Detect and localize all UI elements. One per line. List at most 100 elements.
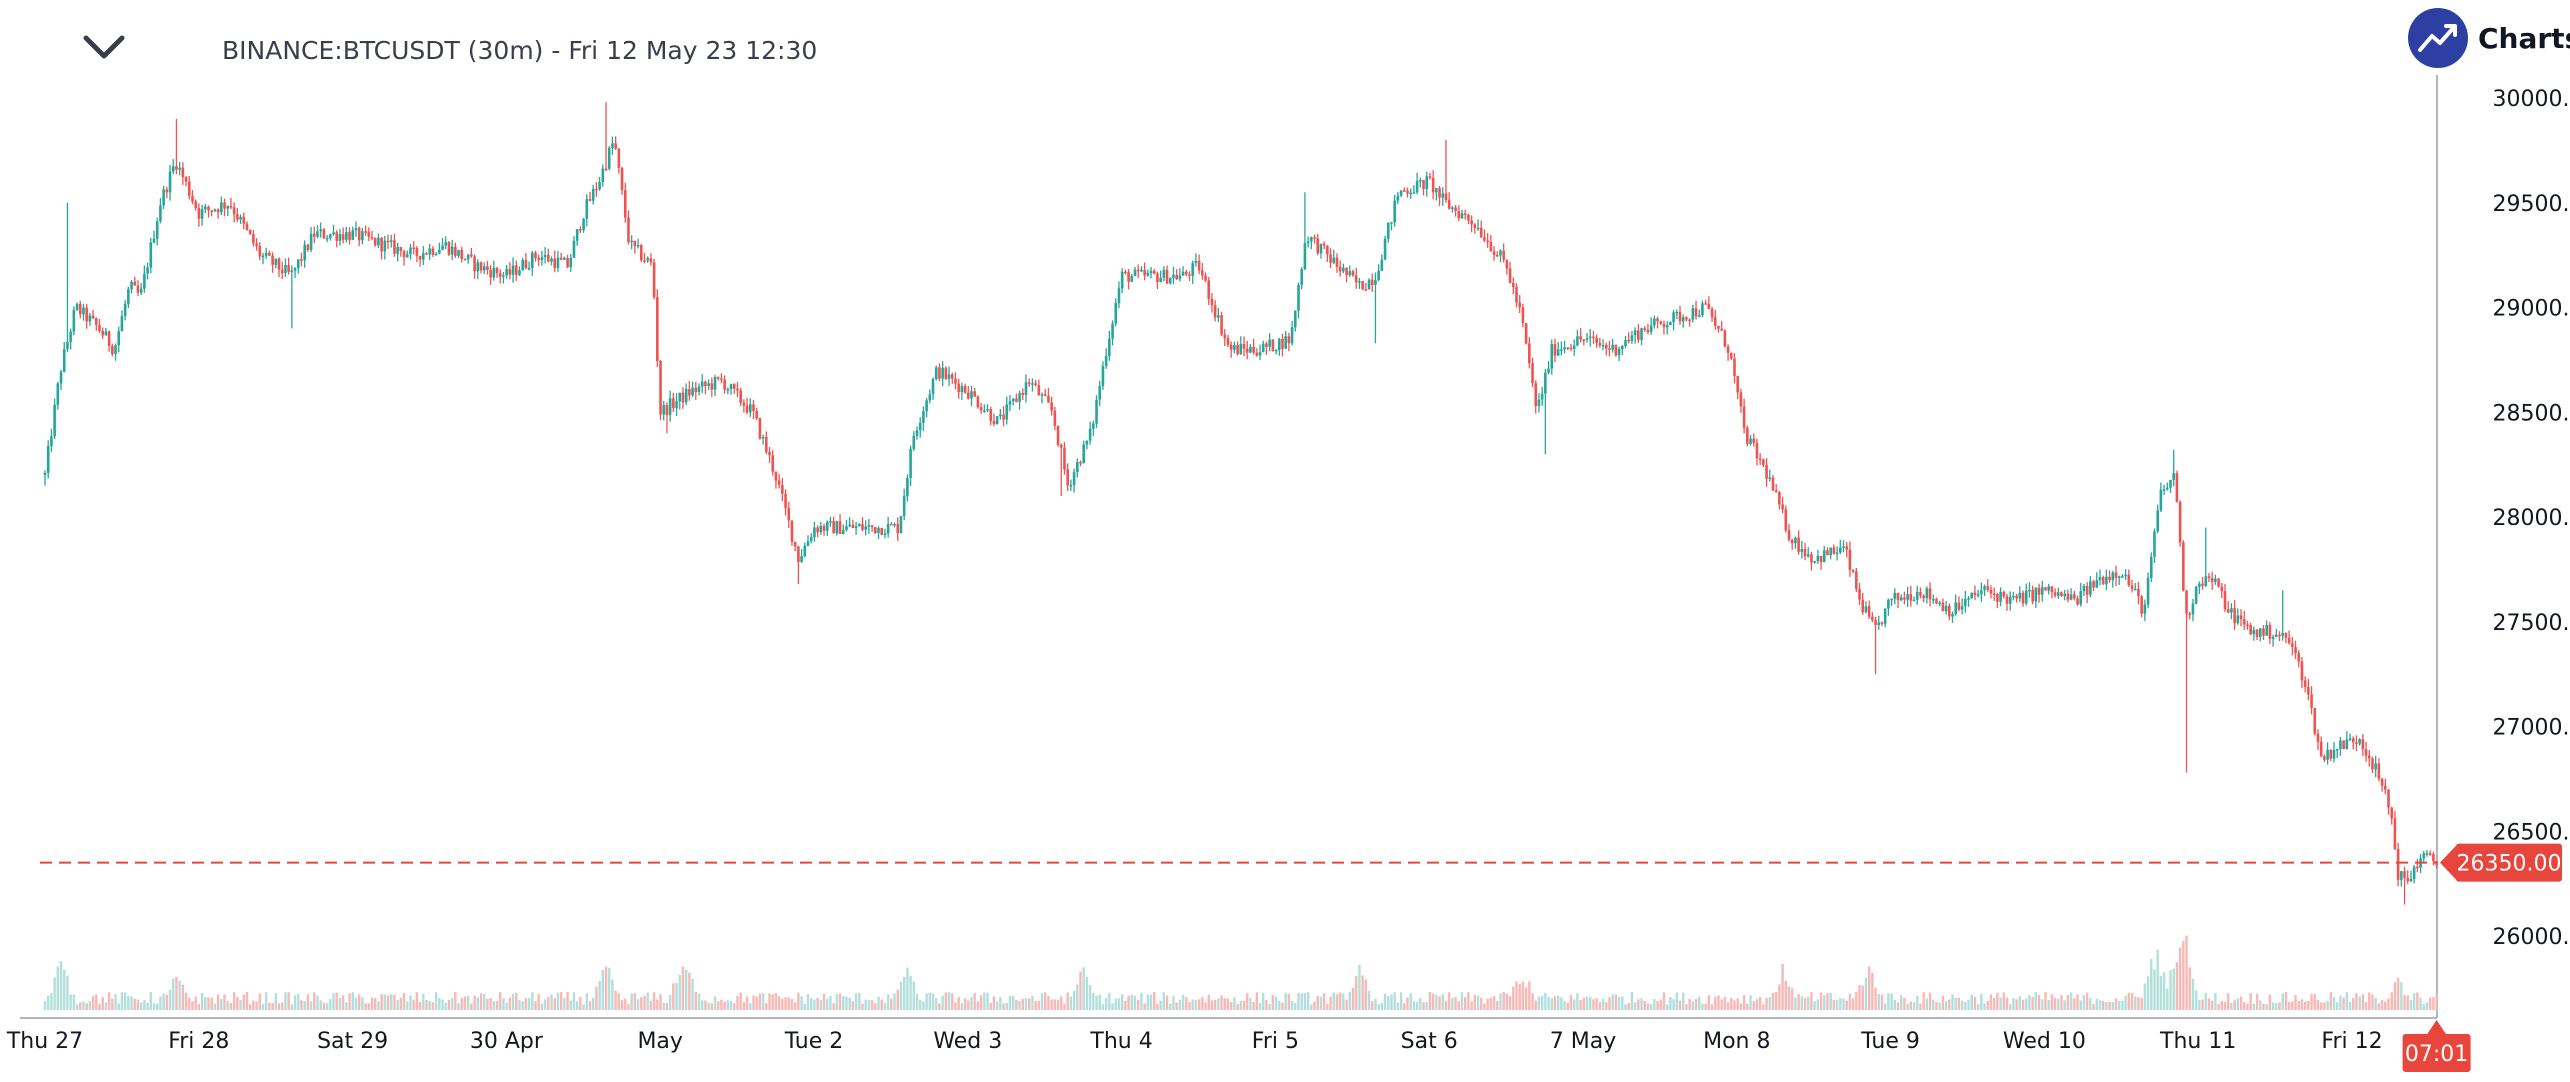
volume-bar [1534,1000,1537,1010]
volume-bar [951,993,954,1010]
candle-body [906,477,909,497]
volume-bar [1028,998,1031,1010]
volume-bar [575,1001,579,1010]
candle-body [1890,598,1893,601]
candle-body [2412,866,2416,879]
candle-body [2233,608,2236,624]
volume-bar [1133,995,1137,1010]
candle-body [630,240,633,243]
volume-bar [284,992,287,1010]
volume-bar [1197,999,1201,1010]
candle-body [2127,574,2131,586]
volume-bar [672,983,675,1010]
candle-body [665,405,669,415]
volume-bar [473,995,476,1010]
candle-body [1335,257,1339,267]
candle-body [2073,594,2076,599]
volume-bar [181,984,185,1010]
volume-bar [1989,994,1993,1010]
volume-bar [1454,997,1457,1010]
volume-bar [2246,1003,2249,1010]
candle-body [1313,237,1316,239]
volume-bar [736,995,739,1010]
candle-body [1361,281,1364,290]
candle-body [729,384,733,390]
candle-body [1390,222,1393,224]
candle-body [107,331,111,347]
volume-bar [2364,1002,2368,1010]
candle-body [139,288,143,293]
brand-name: Charts p [2478,22,2570,55]
volume-bar [1707,995,1711,1010]
volume-bar [1332,992,1335,1010]
volume-bar [2271,1002,2275,1010]
volume-bar [75,1004,79,1010]
volume-bar [1665,1004,1669,1010]
volume-bar [630,993,633,1010]
volume-bar [2146,976,2150,1010]
candle-body [1970,592,1974,599]
volume-bar [1210,1000,1214,1010]
candle-body [2217,578,2220,587]
volume-bar [922,1001,925,1010]
volume-bar [2265,1004,2268,1010]
volume-bar [2406,995,2409,1010]
volume-bar [1723,997,1727,1010]
volume-bar [1624,1004,1627,1010]
candle-body [617,148,621,168]
volume-bar [1890,993,1893,1010]
candle-body [1217,315,1220,318]
volume-bar [1787,986,1791,1010]
volume-bar [143,999,146,1010]
candle-body [2380,778,2384,786]
candle-body [960,386,964,393]
candle-body [2409,878,2413,882]
candle-body [1367,279,1371,290]
candle-body [62,349,66,372]
candle-body [803,545,807,557]
volume-bar [1111,1003,1114,1010]
candle-body [1758,458,1762,461]
candle-body [896,524,900,534]
volume-bar [1925,998,1929,1010]
candle-body [479,262,483,271]
candle-body [1274,350,1278,352]
volume-bar [1092,992,1095,1010]
candle-body [806,541,810,546]
trend-up-icon[interactable] [2408,8,2468,68]
volume-bar [1816,999,1820,1010]
chevron-down-icon[interactable] [82,32,126,62]
candle-body [1489,241,1493,252]
countdown-tag-arrow [2426,1020,2447,1035]
candle-body [579,229,582,231]
candle-body [1056,425,1060,445]
candle-body [1964,599,1967,607]
volume-bar [2329,991,2332,1010]
candle-body [662,405,666,415]
volume-bar [656,999,659,1010]
volume-bar [1358,964,1361,1010]
volume-bar [1797,994,1800,1010]
candle-body [1624,339,1627,347]
candle-body [421,253,425,260]
volume-bar [1938,1002,1941,1010]
volume-bar [354,997,358,1010]
candle-body [925,400,928,412]
volume-bar [2348,1001,2352,1010]
candle-body [1201,270,1204,276]
candle-body [569,257,573,268]
candle-body [1114,303,1118,324]
volume-bar [848,998,851,1010]
candle-body [383,240,387,252]
candle-body [498,273,502,277]
candle-body [918,422,922,431]
candle-body [739,390,742,403]
candle-body [1075,462,1079,473]
volume-bar [524,998,528,1010]
candle-body [2345,739,2349,749]
volume-bar [178,980,181,1010]
volume-bar [899,981,903,1010]
volume-bar [845,996,848,1010]
candle-body [813,527,816,538]
